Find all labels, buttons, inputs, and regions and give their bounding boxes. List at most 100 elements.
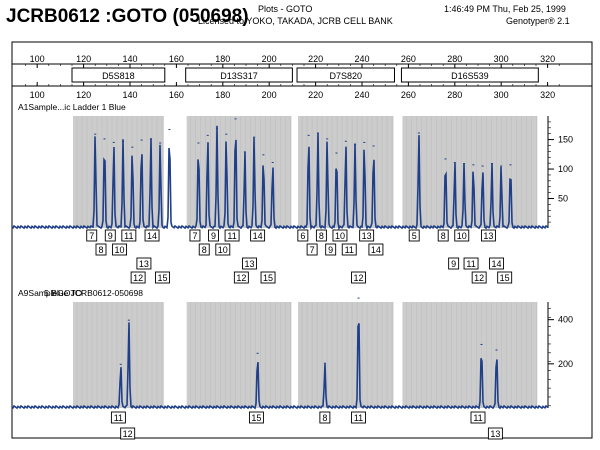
- allele-box: [448, 257, 460, 270]
- allele-label: 12: [123, 429, 133, 439]
- allele-label: 14: [147, 231, 157, 241]
- allele-box: [120, 427, 136, 440]
- allele-box: [437, 229, 449, 242]
- allele-label: 10: [335, 231, 345, 241]
- marker-label: D16S539: [451, 71, 489, 81]
- allele-box: [359, 229, 375, 242]
- marker-bin-shade: [298, 302, 394, 408]
- ruler-bottom-tick-label: 280: [447, 90, 462, 100]
- panel-label-2: 5 Blue JCRB0612-050698: [44, 288, 143, 298]
- allele-box: [242, 257, 257, 270]
- marker-bin-shade: [73, 302, 164, 408]
- marker-bin-shade: [186, 302, 292, 408]
- allele-label: 9: [328, 245, 333, 255]
- allele-label: 15: [251, 413, 261, 423]
- marker-label: D13S317: [220, 71, 258, 81]
- allele-label: 8: [202, 245, 207, 255]
- allele-label: 7: [89, 231, 94, 241]
- allele-box: [341, 243, 357, 256]
- allele-label: 12: [354, 273, 364, 283]
- allele-label: 11: [124, 231, 133, 241]
- allele-label: 15: [157, 273, 167, 283]
- page-title: JCRB0612 :GOTO (050698): [6, 6, 249, 27]
- allele-label: 13: [139, 259, 149, 269]
- allele-box: [112, 243, 128, 256]
- ruler-top-tick-label: 320: [540, 54, 555, 64]
- allele-box: [408, 229, 420, 242]
- allele-box: [233, 271, 249, 284]
- ruler-top-tick-label: 240: [354, 54, 369, 64]
- allele-box: [224, 229, 240, 242]
- plot-frame: [11, 41, 593, 439]
- allele-box: [248, 411, 264, 424]
- allele-label: 13: [362, 231, 372, 241]
- allele-label: 15: [500, 273, 510, 283]
- panel-label: A9SampleGOTO: [18, 288, 82, 298]
- allele-label: 7: [192, 231, 197, 241]
- allele-label: 14: [492, 259, 502, 269]
- ruler-bottom-tick-label: 320: [540, 90, 555, 100]
- marker-label: D7S820: [329, 71, 362, 81]
- allele-label: 11: [473, 413, 482, 423]
- allele-box: [208, 229, 219, 242]
- allele-label: 14: [371, 245, 381, 255]
- ruler-top-tick-label: 140: [122, 54, 137, 64]
- allele-label: 12: [236, 273, 246, 283]
- allele-box: [95, 243, 107, 256]
- allele-label: 11: [354, 413, 363, 423]
- allele-box: [315, 229, 327, 242]
- allele-box: [306, 243, 318, 256]
- allele-box: [332, 229, 348, 242]
- allele-box: [215, 243, 231, 256]
- allele-box: [489, 257, 505, 270]
- y-tick-label: 50: [558, 194, 568, 204]
- ruler-bottom-tick-label: 160: [169, 90, 184, 100]
- allele-box: [198, 243, 210, 256]
- ruler-top-tick-label: 180: [215, 54, 230, 64]
- allele-label: 12: [474, 273, 484, 283]
- allele-box: [250, 229, 266, 242]
- trace-line: [11, 125, 549, 231]
- ruler-bottom-tick-label: 300: [494, 90, 509, 100]
- allele-label: 12: [133, 273, 143, 283]
- allele-box: [136, 257, 152, 270]
- allele-label: 10: [218, 245, 228, 255]
- allele-label: 8: [98, 245, 103, 255]
- allele-label: 9: [108, 231, 113, 241]
- marker-box: [71, 67, 166, 83]
- allele-box: [260, 271, 276, 284]
- allele-box: [130, 271, 146, 284]
- trace-line: [11, 322, 549, 410]
- allele-box: [487, 427, 503, 440]
- ruler-top-tick-label: 100: [30, 54, 45, 64]
- allele-label: 9: [211, 231, 216, 241]
- allele-label: 11: [227, 231, 236, 241]
- ruler-top-tick-label: 120: [76, 54, 91, 64]
- ruler-top-tick-label: 260: [401, 54, 416, 64]
- allele-label: 15: [263, 273, 273, 283]
- ruler-bottom-tick-label: 240: [354, 90, 369, 100]
- marker-bin-shade: [73, 116, 164, 228]
- ruler-bottom-tick-label: 100: [30, 90, 45, 100]
- allele-label: 11: [466, 259, 475, 269]
- allele-label: 5: [412, 231, 417, 241]
- allele-box: [471, 271, 487, 284]
- allele-label: 10: [115, 245, 125, 255]
- software-version: Genotyper® 2.1: [506, 16, 570, 26]
- marker-label: D5S818: [102, 71, 135, 81]
- marker-bin-shade: [402, 302, 538, 408]
- marker-box: [185, 67, 293, 83]
- y-tick-label: 150: [558, 135, 573, 145]
- allele-label: 7: [310, 245, 315, 255]
- allele-box: [155, 271, 170, 284]
- ruler-bottom-tick-label: 220: [308, 90, 323, 100]
- allele-box: [463, 257, 479, 270]
- y-tick-label: 400: [558, 315, 573, 325]
- allele-box: [368, 243, 384, 256]
- allele-box: [351, 411, 366, 424]
- allele-box: [351, 271, 366, 284]
- allele-box: [497, 271, 513, 284]
- allele-label: 8: [322, 413, 327, 423]
- ruler-top-tick-label: 160: [169, 54, 184, 64]
